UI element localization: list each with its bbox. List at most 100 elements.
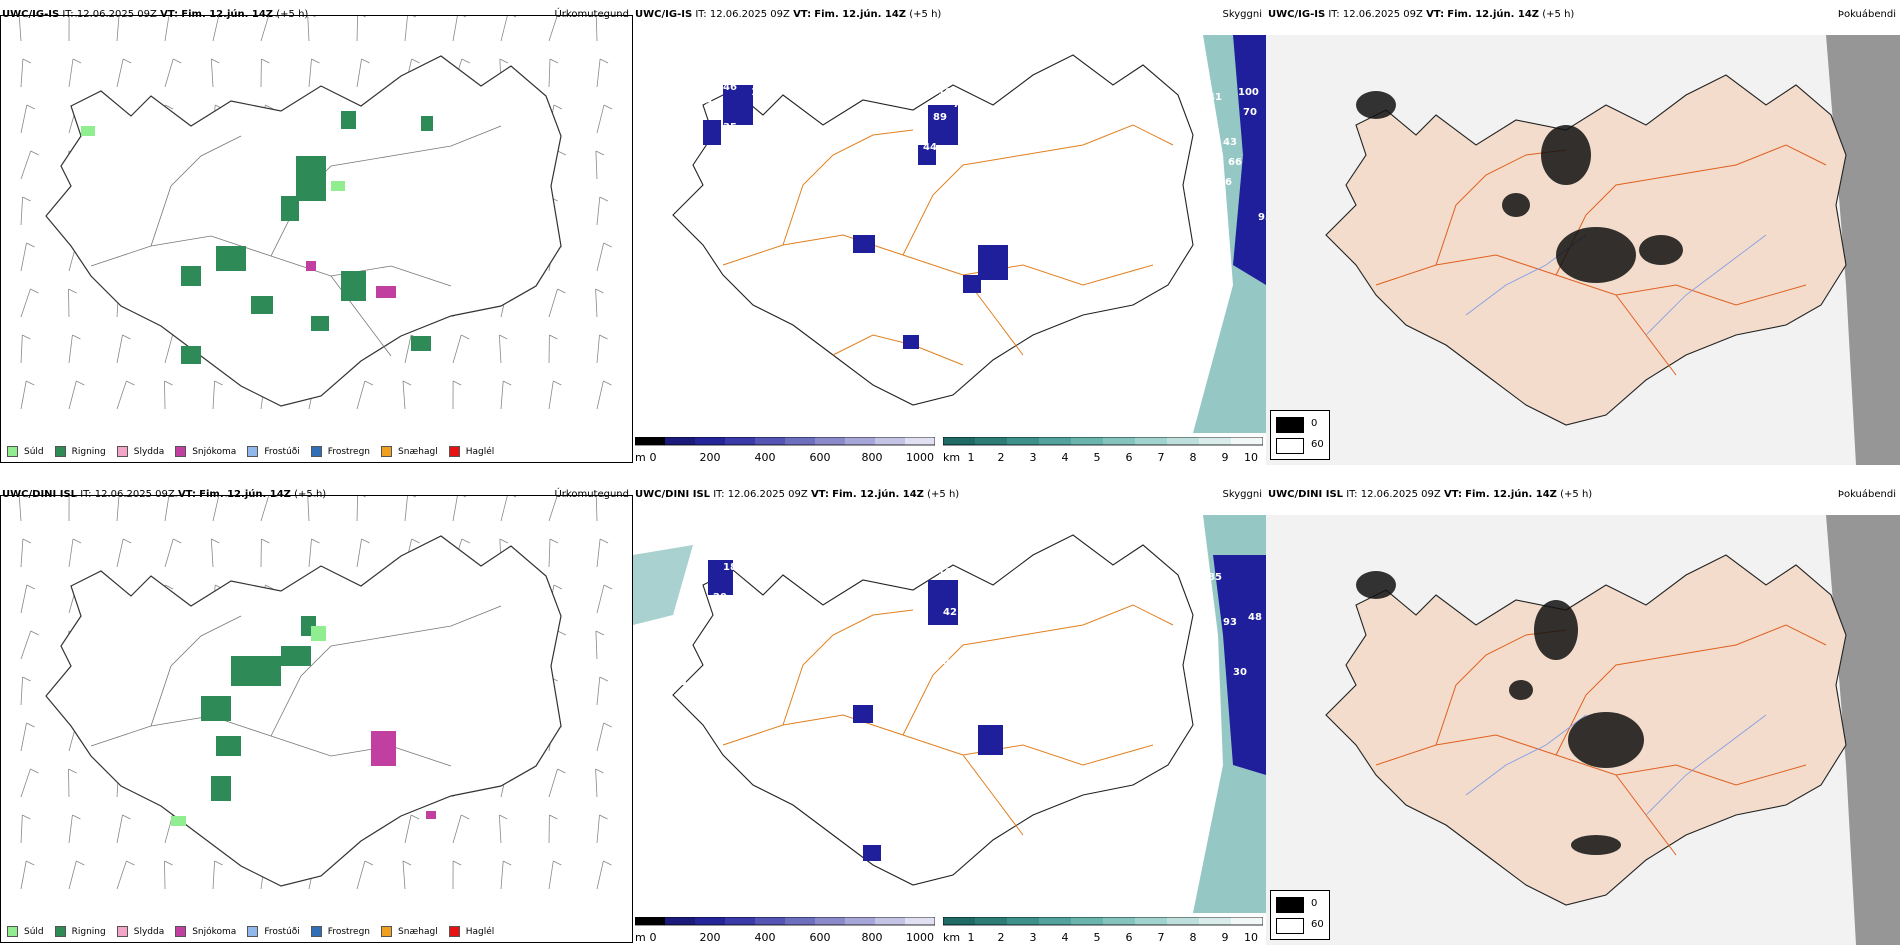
wind-barb-feather xyxy=(224,16,228,18)
wind-barb xyxy=(212,16,220,42)
wind-barb-feather xyxy=(30,630,39,636)
it-value: 12.06.2025 09Z xyxy=(1360,489,1441,500)
legend-swatch xyxy=(247,446,259,457)
visibility-value-label: 43 xyxy=(1223,137,1237,148)
wind-barb-feather xyxy=(173,538,182,544)
wind-barb-feather xyxy=(557,288,566,294)
drizzle-areas xyxy=(171,626,326,826)
wind-barb xyxy=(116,58,124,88)
legend-item: Snæhagl xyxy=(381,926,438,937)
wind-barb xyxy=(20,380,27,410)
colorbar-tick: 8 xyxy=(1189,451,1197,464)
colorbar-tick: 0 xyxy=(649,931,657,944)
wind-barb xyxy=(20,334,23,364)
visibility-value-label: 33 xyxy=(933,332,947,343)
visibility-value-label: 45 xyxy=(763,72,777,83)
wind-barb-feather xyxy=(362,496,366,498)
fog-legend-light-label: 60 xyxy=(1311,919,1324,930)
visibility-value-label: 89 xyxy=(933,112,947,123)
wind-barb xyxy=(260,16,270,42)
visibility-value-label: 45 xyxy=(943,657,957,668)
precip-legend: Súld Rigning Slydda Snjókoma Frostúði Fr… xyxy=(7,446,505,457)
visibility-value-label: 121 xyxy=(978,217,999,228)
colorbar-tick: 400 xyxy=(754,451,776,464)
legend-label: Frostúði xyxy=(264,926,300,937)
wind-barb-feather xyxy=(412,496,416,498)
visibility-value-label: 8 xyxy=(928,207,935,218)
snow-areas xyxy=(306,261,396,298)
panel-title: UWC/DINI ISL IT: 12.06.2025 09Z VT: Fim.… xyxy=(635,489,959,500)
colorbar-tick: 8 xyxy=(1189,931,1197,944)
wind-barb-feather xyxy=(26,860,35,866)
it-label: IT: xyxy=(713,489,725,500)
wind-barb-feather xyxy=(499,58,509,64)
offshore-fog-east xyxy=(1826,515,1900,945)
colorbar-tick: 4 xyxy=(1061,451,1069,464)
wind-barb-feather xyxy=(68,768,77,774)
wind-barb xyxy=(20,814,23,844)
visibility-colorbar: km 1 2 3 4 5 6 7 8 9 10 xyxy=(943,437,1263,467)
sea-low-vis-east xyxy=(1233,35,1266,285)
legend-label: Súld xyxy=(24,926,44,937)
it-label: IT: xyxy=(1346,489,1358,500)
wind-barb xyxy=(68,334,73,364)
visibility-value-label: 68 xyxy=(963,722,977,733)
rivers xyxy=(1465,714,1767,816)
colorbar-tick: 2 xyxy=(997,931,1005,944)
wind-barb xyxy=(212,380,215,410)
wind-barb xyxy=(452,496,458,522)
wind-barb xyxy=(164,334,173,364)
wind-barb-feather xyxy=(224,496,228,498)
vt-label: VT: xyxy=(177,489,196,500)
wind-barb-feather xyxy=(72,814,81,820)
wind-barb-feather xyxy=(461,58,470,64)
legend-label: Frostúði xyxy=(264,446,300,457)
visibility-value-label: 46 xyxy=(768,47,782,58)
wind-barb-feather xyxy=(362,16,366,18)
legend-label: Frostregn xyxy=(327,446,371,457)
wind-barb xyxy=(595,630,598,660)
panel-title: UWC/IG-IS IT: 12.06.2025 09Z VT: Fim. 12… xyxy=(635,9,941,20)
wind-barb xyxy=(260,496,270,522)
wind-barb xyxy=(68,768,70,798)
field-name: Úrkomutegund xyxy=(554,9,629,20)
wind-barb-feather xyxy=(452,380,462,386)
wind-barb-feather xyxy=(24,496,28,498)
colorbar-tick: 7 xyxy=(1157,451,1165,464)
legend-item: Frostúði xyxy=(247,926,300,937)
visibility-value-label: 273 xyxy=(1013,242,1034,253)
wind-barb-feather xyxy=(463,16,467,18)
wind-barb-feather xyxy=(603,860,612,866)
wind-barb xyxy=(164,58,174,88)
rain-areas xyxy=(181,111,433,364)
visibility-value-label: 83 xyxy=(713,62,727,73)
legend-swatch xyxy=(310,446,322,457)
visibility-value-label: 102 xyxy=(938,567,959,578)
colorbar-tick: 0 xyxy=(649,451,657,464)
wind-barb-feather xyxy=(553,380,562,386)
wind-barb-feather xyxy=(557,150,566,156)
legend-item: Snjókoma xyxy=(175,926,236,937)
wind-barb xyxy=(20,630,32,660)
visibility-value-label: 16 xyxy=(751,87,765,98)
model-name: UWC/IG-IS xyxy=(1268,9,1326,20)
colorbar-tick: 5 xyxy=(1093,931,1101,944)
visibility-value-label: 30 xyxy=(748,39,762,50)
iceland-coastline xyxy=(672,534,1194,886)
wind-barb xyxy=(68,860,77,890)
panel-title: UWC/DINI ISL IT: 12.06.2025 09Z VT: Fim.… xyxy=(2,489,326,500)
wind-barb xyxy=(116,380,127,410)
colorbar-unit: km xyxy=(943,931,961,944)
legend-label: Haglél xyxy=(465,446,495,457)
vt-value: Fim. 12.jún. 14Z xyxy=(814,9,907,20)
wind-barb-feather xyxy=(265,104,274,110)
field-name: Skyggni xyxy=(1222,489,1262,500)
colorbar-tick: 400 xyxy=(754,931,776,944)
wind-barb-feather xyxy=(311,538,320,544)
wind-barb xyxy=(548,288,558,318)
wind-barb-feather xyxy=(513,16,517,18)
vt-value: Fim. 12.jún. 14Z xyxy=(181,9,274,20)
it-label: IT: xyxy=(62,9,74,20)
wind-barb-feather xyxy=(311,58,320,64)
wind-barb xyxy=(356,16,359,42)
